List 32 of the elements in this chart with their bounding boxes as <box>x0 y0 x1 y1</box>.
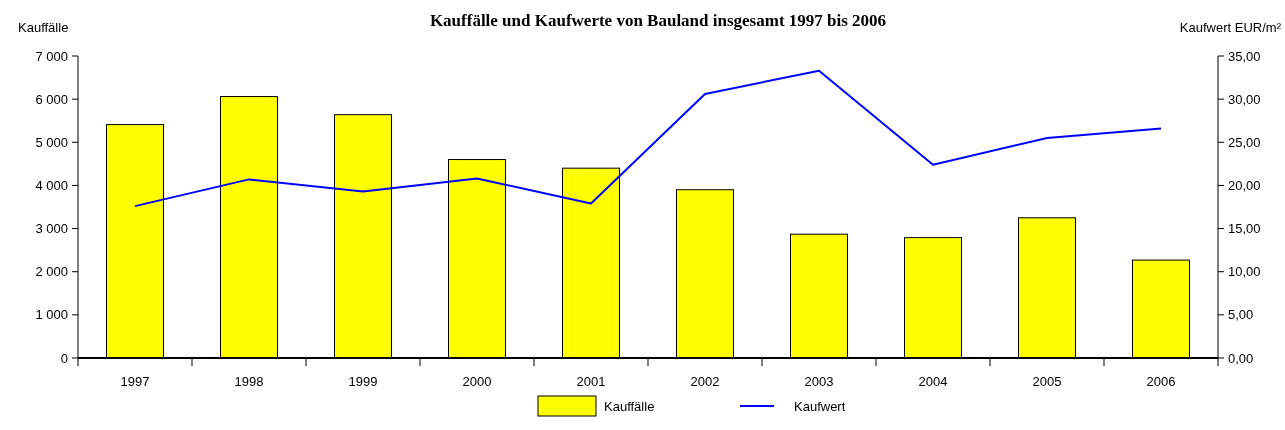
y-tick-label: 7 000 <box>35 48 68 64</box>
x-tick-label: 2004 <box>918 374 948 389</box>
x-tick-label: 1999 <box>348 374 378 389</box>
y-tick-label: 2 000 <box>35 264 68 280</box>
y-tick-label: 0 <box>60 350 68 366</box>
y-tick-label: 1 000 <box>35 307 68 323</box>
legend-label: Kaufwert <box>794 398 846 414</box>
chart-title: Kauffälle und Kaufwerte von Bauland insgesamt 1997 bis 2006 <box>429 11 887 30</box>
y2-tick-label: 5,00 <box>1228 307 1254 323</box>
x-tick-label: 1998 <box>234 374 264 389</box>
y-tick-label: 5 000 <box>35 134 68 150</box>
y-tick-label: 4 000 <box>35 177 68 193</box>
y2-tick-label: 25,00 <box>1228 134 1261 150</box>
y2-tick-label: 35,00 <box>1228 48 1261 64</box>
x-tick-label: 1997 <box>120 374 150 389</box>
x-tick-label: 2000 <box>462 374 492 389</box>
y2-tick-label: 20,00 <box>1228 177 1261 193</box>
x-tick-label: 2001 <box>576 374 606 389</box>
y2-tick-label: 10,00 <box>1228 264 1261 280</box>
y-tick-label: 6 000 <box>35 91 68 107</box>
legend-label: Kauffälle <box>604 398 655 414</box>
y2-tick-label: 15,00 <box>1228 221 1261 237</box>
y2-tick-label: 30,00 <box>1228 91 1261 107</box>
y-tick-label: 3 000 <box>35 221 68 237</box>
x-tick-label: 2006 <box>1146 374 1176 389</box>
x-tick-label: 2003 <box>804 374 834 389</box>
y2-axis-title: Kaufwert EUR/m² <box>1179 20 1282 35</box>
line-series <box>134 69 1162 208</box>
y-axis-title: Kauffälle <box>18 20 69 35</box>
x-tick-label: 2002 <box>690 374 720 389</box>
x-tick-label: 2005 <box>1032 374 1062 389</box>
y2-tick-label: 0,00 <box>1228 350 1254 366</box>
